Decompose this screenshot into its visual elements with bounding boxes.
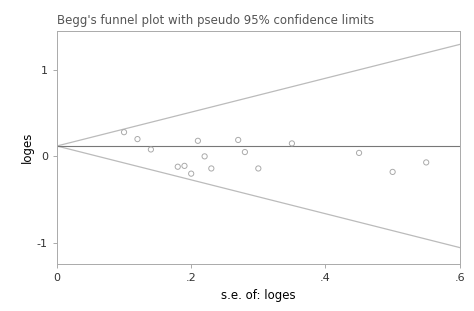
Point <box>208 166 215 171</box>
Point <box>181 163 188 168</box>
Point <box>147 147 155 152</box>
Point <box>187 171 195 176</box>
Point <box>356 151 363 156</box>
Point <box>389 169 396 174</box>
Text: Begg's funnel plot with pseudo 95% confidence limits: Begg's funnel plot with pseudo 95% confi… <box>57 14 374 27</box>
Point <box>201 154 209 159</box>
X-axis label: s.e. of: loges: s.e. of: loges <box>221 289 296 302</box>
Point <box>234 137 242 142</box>
Point <box>255 166 262 171</box>
Y-axis label: loges: loges <box>21 132 34 163</box>
Point <box>422 160 430 165</box>
Point <box>288 141 296 146</box>
Point <box>134 137 141 142</box>
Point <box>120 130 128 135</box>
Point <box>194 138 201 143</box>
Point <box>241 150 249 155</box>
Point <box>174 164 182 169</box>
